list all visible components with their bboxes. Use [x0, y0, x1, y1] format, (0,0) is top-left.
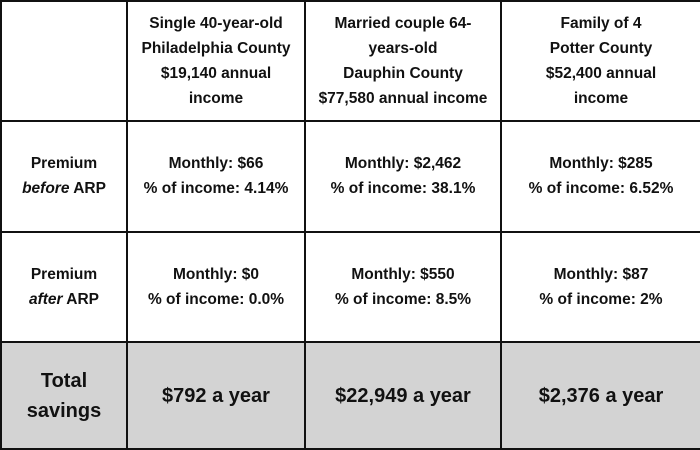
- cell: Monthly: $66 % of income: 4.14%: [126, 119, 306, 233]
- cell-line: % of income: 4.14%: [143, 180, 289, 198]
- cell-line: Monthly: $66: [168, 155, 264, 173]
- header-cell: Single 40-year-old Philadelphia County $19…: [126, 0, 306, 122]
- label-line: before ARP: [4, 176, 124, 201]
- label-emphasis: after: [28, 290, 63, 308]
- row: Premium after ARP Monthly: $0 % of income:…: [0, 230, 700, 344]
- cell-line: Monthly: $285: [549, 155, 653, 173]
- cell-line: Monthly: $550: [351, 265, 455, 283]
- total-cell: $792 a year: [126, 341, 306, 450]
- cell: Monthly: $2,462 % of income: 38.1%: [304, 119, 502, 233]
- cell-line: % of income: 8.5%: [334, 290, 472, 308]
- label-line: Premium: [30, 155, 98, 173]
- cell-line: % of income: 2%: [539, 290, 663, 308]
- total-label: Total savings: [0, 341, 128, 450]
- row: Premium before ARP Monthly: $66 % of incom…: [0, 119, 700, 233]
- label-line: savings: [26, 399, 102, 422]
- cell: Monthly: $550 % of income: 8.5%: [304, 230, 502, 344]
- cell-line: % of income: 6.52%: [528, 180, 674, 198]
- total-row: Total savings $792 a year $22,949 a year …: [0, 341, 700, 450]
- cell-line: % of income: 0.0%: [147, 290, 285, 308]
- header-line: income: [573, 89, 629, 107]
- header-line: income: [188, 89, 244, 107]
- header-line: $19,140 annual: [160, 64, 272, 82]
- total-cell: $2,376 a year: [500, 341, 700, 450]
- cell: Monthly: $0 % of income: 0.0%: [126, 230, 306, 344]
- label-word: ARP: [66, 290, 100, 308]
- total-value: $22,949 a year: [335, 384, 471, 407]
- cell-line: % of income: 38.1%: [330, 180, 476, 198]
- header-row: Single 40-year-old Philadelphia County $19…: [0, 0, 700, 122]
- cell: Monthly: $285 % of income: 6.52%: [500, 119, 700, 233]
- header-line: Dauphin County: [343, 64, 463, 82]
- header-line: Potter County: [549, 39, 653, 57]
- header-line: Single 40-year-old: [149, 14, 283, 32]
- total-value: $2,376 a year: [538, 384, 664, 407]
- header-cell: Family of 4 Potter County $52,400 annual in…: [500, 0, 700, 122]
- label-line: Total: [40, 369, 88, 392]
- cell-line: Monthly: $0: [172, 265, 260, 283]
- cell: Monthly: $87 % of income: 2%: [500, 230, 700, 344]
- total-value: $792 a year: [162, 384, 270, 407]
- row-label: Premium before ARP: [0, 119, 128, 233]
- cell-line: Monthly: $87: [553, 265, 649, 283]
- header-cell: Married couple 64- years-old Dauphin Count…: [304, 0, 502, 122]
- row-label: Premium after ARP: [0, 230, 128, 344]
- label-emphasis: before: [22, 180, 70, 198]
- label-line: Premium: [30, 265, 98, 283]
- header-line: $77,580 annual income: [318, 89, 488, 107]
- label-word: ARP: [73, 180, 106, 198]
- header-line: $52,400 annual: [545, 64, 657, 82]
- total-cell: $22,949 a year: [304, 341, 502, 450]
- header-line: years-old: [368, 39, 438, 57]
- header-line: Married couple 64-: [334, 14, 472, 32]
- header-line: Philadelphia County: [141, 39, 291, 57]
- cell-line: Monthly: $2,462: [344, 155, 462, 173]
- header-line: Family of 4: [560, 14, 642, 32]
- corner-cell: [0, 0, 128, 122]
- label-line: after ARP: [4, 287, 124, 312]
